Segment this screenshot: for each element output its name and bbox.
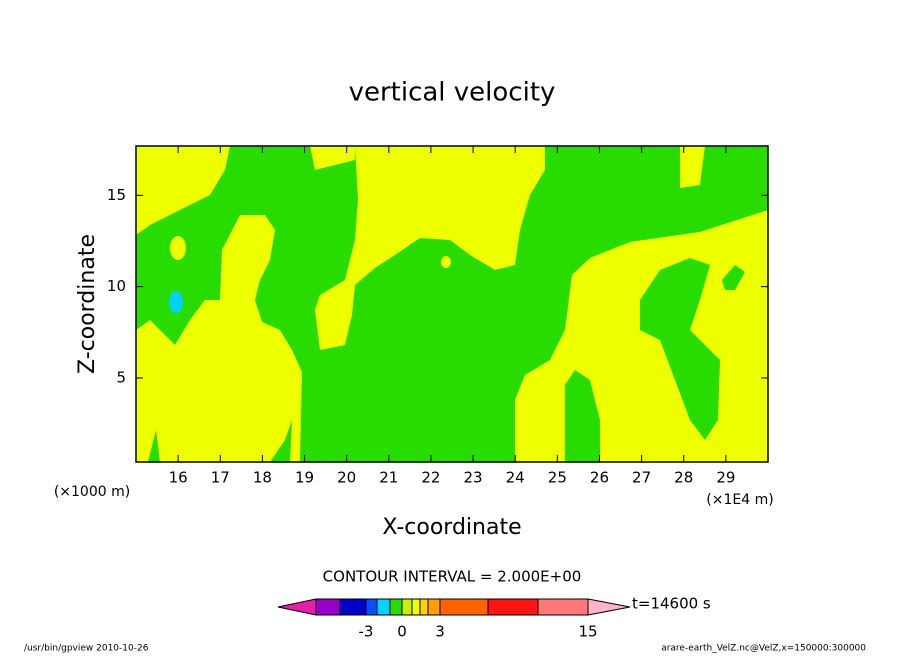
footer-right: arare-earth_VelZ.nc@VelZ,x=150000:300000 <box>661 644 866 654</box>
contour-interval: CONTOUR INTERVAL = 2.000E+00 <box>323 568 582 586</box>
contour-region <box>310 146 355 170</box>
colorbar-box <box>315 598 341 616</box>
colorbar-box <box>411 598 421 616</box>
x-tick-label: 29 <box>716 469 735 487</box>
contour-region <box>170 236 186 260</box>
x-tick-label: 25 <box>548 469 567 487</box>
colorbar-box <box>427 598 441 616</box>
x-tick-label: 18 <box>253 469 272 487</box>
x-tick-label: 22 <box>421 469 440 487</box>
contour-region <box>640 258 720 440</box>
contour-region <box>722 265 745 290</box>
time-label: t=14600 s <box>632 595 711 613</box>
x-tick-label: 21 <box>379 469 398 487</box>
contour-region <box>136 215 302 462</box>
colorbar-box <box>389 598 403 616</box>
y-tick-label: 5 <box>116 368 126 386</box>
colorbar-box <box>401 598 413 616</box>
colorbar-tick-label: -3 <box>359 623 374 641</box>
x-tick-label: 27 <box>632 469 651 487</box>
y-axis-title: Z-coordinate <box>75 234 100 374</box>
colorbar-box <box>487 598 539 616</box>
x-tick-label: 23 <box>464 469 483 487</box>
colorbar-over <box>587 598 631 616</box>
x-tick-label: 19 <box>295 469 314 487</box>
x-tick-label: 20 <box>337 469 356 487</box>
contour-region <box>565 370 600 462</box>
colorbar-tick-label: 0 <box>397 623 407 641</box>
y-tick-label: 15 <box>107 186 126 204</box>
x-tick-label: 28 <box>674 469 693 487</box>
colorbar-box <box>439 598 489 616</box>
x-axis-title: X-coordinate <box>382 515 521 540</box>
colorbar-box <box>537 598 589 616</box>
x-unit-right: (×1E4 m) <box>706 492 773 508</box>
contour-region <box>315 146 545 350</box>
colorbar-box <box>339 598 367 616</box>
x-unit-left: (×1000 m) <box>54 484 130 500</box>
footer-left: /usr/bin/gpview 2010-10-26 <box>24 644 149 654</box>
y-tick-label: 10 <box>107 277 126 295</box>
plot-area <box>135 145 769 463</box>
contour-region <box>169 291 183 313</box>
x-tick-label: 24 <box>506 469 525 487</box>
x-tick-label: 17 <box>211 469 230 487</box>
colorbar-tick-label: 3 <box>435 623 445 641</box>
contour-region <box>136 146 230 235</box>
chart-title: vertical velocity <box>349 78 556 108</box>
colorbar-under <box>277 598 317 616</box>
colorbar-box <box>419 598 429 616</box>
colorbar: -3 0 3 15 <box>277 598 631 641</box>
x-tick-label: 26 <box>590 469 609 487</box>
contour-region <box>441 256 451 268</box>
colorbar-box <box>376 598 391 616</box>
plot-frame <box>135 145 769 463</box>
x-tick-label: 16 <box>169 469 188 487</box>
colorbar-box <box>365 598 378 616</box>
colorbar-tick-label: 15 <box>578 623 597 641</box>
contour-region <box>680 146 705 188</box>
